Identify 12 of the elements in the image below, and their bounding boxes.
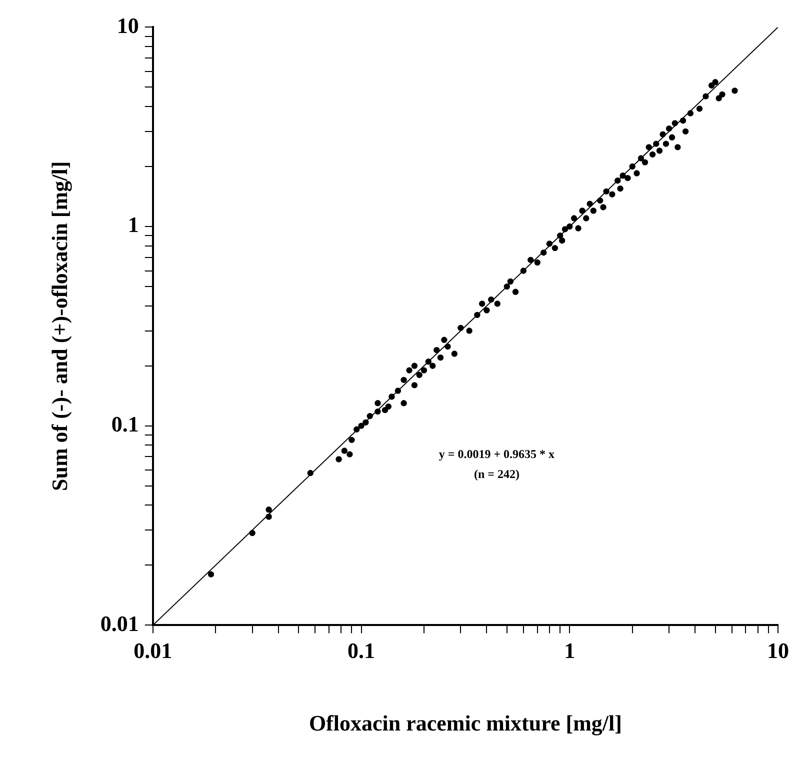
x-tick-label: 0.1 [348, 638, 376, 664]
x-tick-label: 1 [564, 638, 576, 664]
x-axis-title: Ofloxacin racemic mixture [mg/l] [308, 710, 622, 736]
annotation: (n = 242) [474, 466, 520, 481]
y-axis-title: Sum of (-)- and (+)-ofloxacin [mg/l] [46, 161, 72, 492]
annotation: y = 0.0019 + 0.9635 * x [438, 446, 555, 461]
y-tick-label: 10 [116, 12, 139, 38]
y-tick-label: 0.1 [111, 412, 139, 437]
y-tick-label: 1 [128, 212, 139, 238]
x-tick-label: 10 [767, 638, 789, 664]
y-tick-label: 0.01 [100, 610, 139, 636]
x-tick-label: 0.01 [134, 638, 172, 664]
